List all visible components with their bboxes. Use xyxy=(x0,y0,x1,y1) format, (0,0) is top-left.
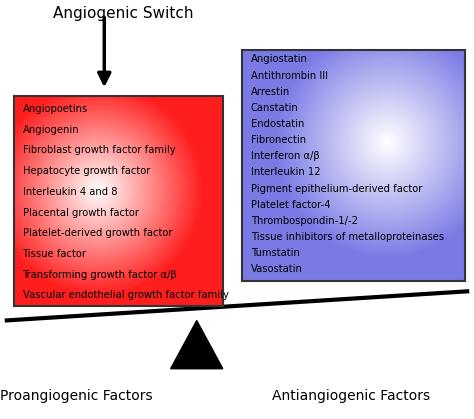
Text: Tissue factor: Tissue factor xyxy=(23,249,87,259)
Text: Antithrombin III: Antithrombin III xyxy=(251,71,328,80)
Text: Interleukin 4 and 8: Interleukin 4 and 8 xyxy=(23,187,117,197)
Text: Angiostatin: Angiostatin xyxy=(251,54,308,65)
Text: Tumstatin: Tumstatin xyxy=(251,248,300,258)
Text: Endostatin: Endostatin xyxy=(251,119,304,129)
Text: Interleukin 12: Interleukin 12 xyxy=(251,168,320,177)
Text: Placental growth factor: Placental growth factor xyxy=(23,207,138,217)
Text: Vascular endothelial growth factor family: Vascular endothelial growth factor famil… xyxy=(23,290,228,300)
Text: Fibroblast growth factor family: Fibroblast growth factor family xyxy=(23,145,175,155)
Text: Arrestin: Arrestin xyxy=(251,87,290,97)
Text: Angiopoetins: Angiopoetins xyxy=(23,104,88,114)
Text: Tissue inhibitors of metalloproteinases: Tissue inhibitors of metalloproteinases xyxy=(251,232,444,242)
Text: Platelet factor-4: Platelet factor-4 xyxy=(251,200,330,210)
Text: Proangiogenic Factors: Proangiogenic Factors xyxy=(0,389,152,403)
Text: Hepatocyte growth factor: Hepatocyte growth factor xyxy=(23,166,150,176)
Text: Thrombospondin-1/-2: Thrombospondin-1/-2 xyxy=(251,216,358,226)
Text: Interferon α/β: Interferon α/β xyxy=(251,151,319,161)
Text: Angiogenin: Angiogenin xyxy=(23,125,79,134)
Text: Fibronectin: Fibronectin xyxy=(251,135,306,145)
Text: Platelet-derived growth factor: Platelet-derived growth factor xyxy=(23,228,172,238)
Text: Pigment epithelium-derived factor: Pigment epithelium-derived factor xyxy=(251,184,422,194)
Text: Vasostatin: Vasostatin xyxy=(251,264,302,274)
Polygon shape xyxy=(171,321,223,369)
Text: Antiangiogenic Factors: Antiangiogenic Factors xyxy=(272,389,430,403)
Text: Angiogenic Switch: Angiogenic Switch xyxy=(53,6,193,21)
Text: Transforming growth factor α/β: Transforming growth factor α/β xyxy=(23,270,177,279)
Text: Canstatin: Canstatin xyxy=(251,103,299,113)
